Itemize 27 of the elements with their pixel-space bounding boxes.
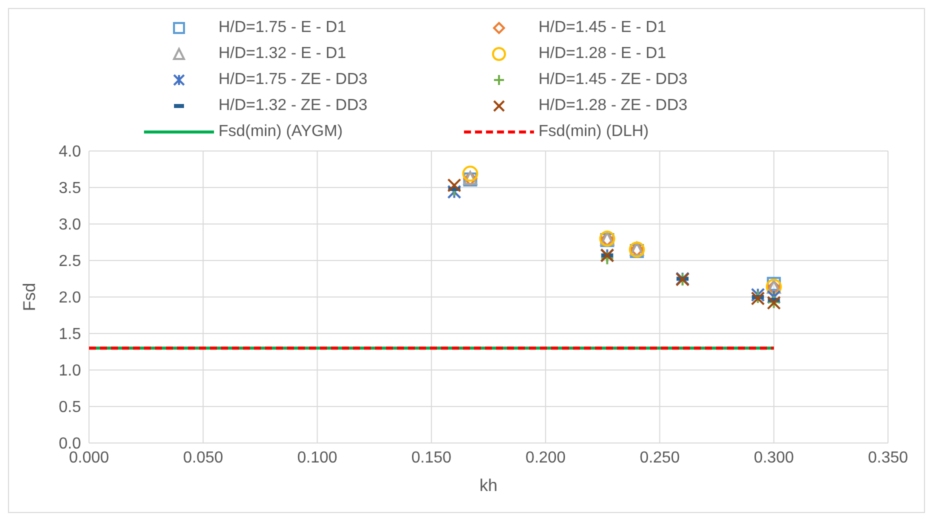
legend-label: H/D=1.28 - ZE - DD3 [538, 97, 688, 115]
x-tick-label: 0.350 [868, 449, 908, 466]
y-tick-label: 0.5 [58, 399, 82, 416]
y-tick-label: 1.0 [58, 362, 82, 380]
legend-label: Fsd(min) (DLH) [538, 123, 649, 141]
legend-label: Fsd(min) (AYGM) [218, 123, 343, 141]
y-tick-label: 1.5 [58, 326, 82, 344]
y-tick-label: 2.5 [58, 253, 82, 270]
legend-label: H/D=1.28 - E - D1 [538, 45, 666, 63]
y-tick-label: 3.0 [58, 216, 82, 234]
legend-label: H/D=1.75 - ZE - DD3 [218, 71, 368, 89]
x-tick-label: 0.050 [183, 449, 224, 466]
x-tick-label: 0.200 [526, 449, 566, 466]
legend-label: H/D=1.32 - ZE - DD3 [218, 97, 368, 115]
x-axis-title: kh [480, 476, 498, 495]
x-tick-label: 0.100 [297, 449, 338, 466]
legend-label: H/D=1.32 - E - D1 [218, 45, 346, 63]
y-axis-title: Fsd [20, 282, 40, 312]
legend-label: H/D=1.45 - E - D1 [538, 19, 666, 37]
legend-label: H/D=1.75 - E - D1 [218, 19, 346, 37]
x-tick-label: 0.250 [640, 449, 680, 466]
x-tick-label: 0.150 [411, 449, 452, 466]
legend-label: H/D=1.45 - ZE - DD3 [538, 71, 688, 89]
y-tick-label: 2.0 [58, 290, 82, 307]
y-tick-label: 3.5 [58, 180, 82, 198]
x-tick-label: 0.300 [754, 449, 794, 466]
y-tick-label: 4.0 [58, 144, 82, 161]
